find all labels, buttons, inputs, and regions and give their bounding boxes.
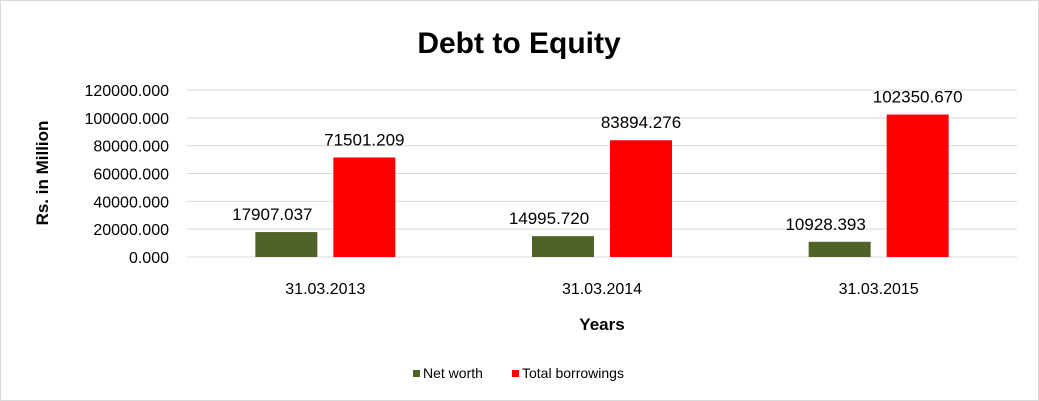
x-tick-label: 31.03.2015 <box>839 281 919 298</box>
data-label: 17907.037 <box>232 205 312 224</box>
y-axis-title: Rs. in Million <box>33 121 52 226</box>
y-tick-label: 0.000 <box>129 250 169 267</box>
x-axis-ticks: 31.03.2013 31.03.2014 31.03.2015 <box>285 281 919 298</box>
bar-net-worth <box>532 236 594 257</box>
y-tick-label: 80000.000 <box>93 139 169 156</box>
data-label: 14995.720 <box>509 209 589 228</box>
y-tick-label: 40000.000 <box>93 194 169 211</box>
bars <box>255 114 949 257</box>
x-tick-label: 31.03.2013 <box>285 281 365 298</box>
x-tick-label: 31.03.2014 <box>562 281 642 298</box>
legend-swatch <box>413 370 420 377</box>
chart-title: Debt to Equity <box>417 27 621 60</box>
legend-label: Total borrowings <box>522 365 624 381</box>
data-label: 83894.276 <box>601 113 681 132</box>
data-labels: 17907.037 71501.209 14995.720 83894.276 1092… <box>232 88 962 234</box>
y-tick-label: 100000.000 <box>84 111 169 128</box>
bar-total-borrowings <box>610 140 672 257</box>
y-tick-label: 120000.000 <box>84 83 169 100</box>
bar-net-worth <box>808 241 871 257</box>
y-tick-label: 20000.000 <box>93 222 169 239</box>
bar-total-borrowings <box>886 114 949 257</box>
x-axis-title: Years <box>579 315 624 334</box>
bar-net-worth <box>255 232 318 257</box>
legend: Net worth Total borrowings <box>413 365 624 381</box>
y-tick-label: 60000.000 <box>93 167 169 184</box>
legend-label: Net worth <box>423 365 483 381</box>
legend-swatch <box>512 370 519 377</box>
data-label: 10928.393 <box>785 215 865 234</box>
data-label: 71501.209 <box>324 130 404 149</box>
gridlines <box>187 89 1017 258</box>
bar-total-borrowings <box>333 157 396 257</box>
y-axis-ticks: 0.000 20000.000 40000.000 60000.000 80000.00… <box>84 83 169 267</box>
data-label: 102350.670 <box>873 88 963 107</box>
